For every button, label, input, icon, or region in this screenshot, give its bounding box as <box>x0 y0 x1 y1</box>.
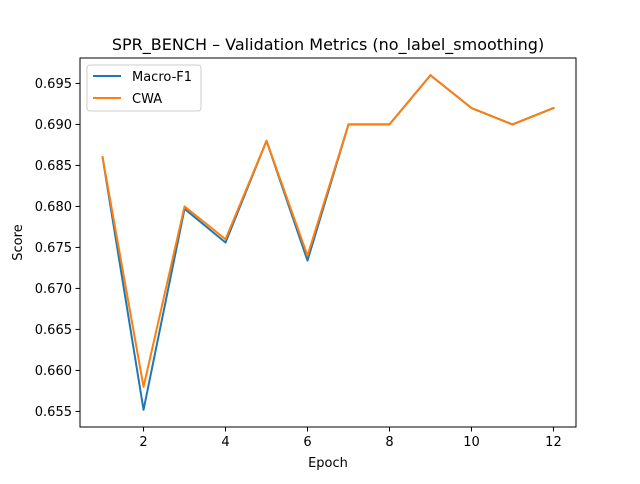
y-axis-label: Score <box>11 224 26 260</box>
data-point-macro-f1 <box>224 241 227 244</box>
series-line-cwa <box>101 74 555 388</box>
data-point-cwa <box>265 140 268 142</box>
y-tick-label: 0.680 <box>35 200 72 215</box>
legend-label-macro-f1: Macro-F1 <box>132 70 192 85</box>
y-tick-label: 0.655 <box>35 405 72 420</box>
data-point-macro-f1 <box>142 408 145 411</box>
x-tick-label: 10 <box>463 435 480 450</box>
y-tick-label: 0.690 <box>35 118 72 133</box>
chart-title: SPR_BENCH – Validation Metrics (no_label… <box>112 35 544 55</box>
data-point-cwa <box>183 205 186 208</box>
legend: Macro-F1 CWA <box>86 64 202 112</box>
data-point-cwa <box>388 123 391 126</box>
data-point-cwa <box>470 107 473 109</box>
y-axis-ticks: 0.655 0.660 0.665 0.670 0.675 0.680 0.685 0.690… <box>35 77 80 420</box>
x-tick-label: 6 <box>303 435 311 450</box>
y-tick-label: 0.665 <box>35 323 72 338</box>
x-axis-label: Epoch <box>308 456 348 471</box>
data-point-cwa <box>224 238 227 241</box>
legend-label-cwa: CWA <box>132 92 162 107</box>
plot-area-frame <box>79 57 577 428</box>
x-axis-ticks: 2 4 6 8 10 12 <box>139 427 562 450</box>
x-tick-label: 12 <box>545 435 562 450</box>
data-point-cwa <box>552 107 555 109</box>
x-tick-label: 8 <box>385 435 393 450</box>
x-tick-label: 4 <box>221 435 229 450</box>
y-tick-label: 0.660 <box>35 364 72 379</box>
y-tick-label: 0.670 <box>35 282 72 297</box>
data-point-cwa <box>142 386 145 388</box>
series-layer <box>101 74 555 411</box>
data-point-macro-f1 <box>306 259 309 262</box>
data-point-cwa <box>101 156 104 159</box>
data-point-cwa <box>429 74 432 77</box>
x-tick-label: 2 <box>139 435 147 450</box>
data-point-cwa <box>306 254 309 257</box>
y-tick-label: 0.675 <box>35 241 72 256</box>
y-tick-label: 0.685 <box>35 159 72 174</box>
data-point-cwa <box>347 123 350 126</box>
data-point-cwa <box>511 123 514 126</box>
y-tick-label: 0.695 <box>35 77 72 92</box>
